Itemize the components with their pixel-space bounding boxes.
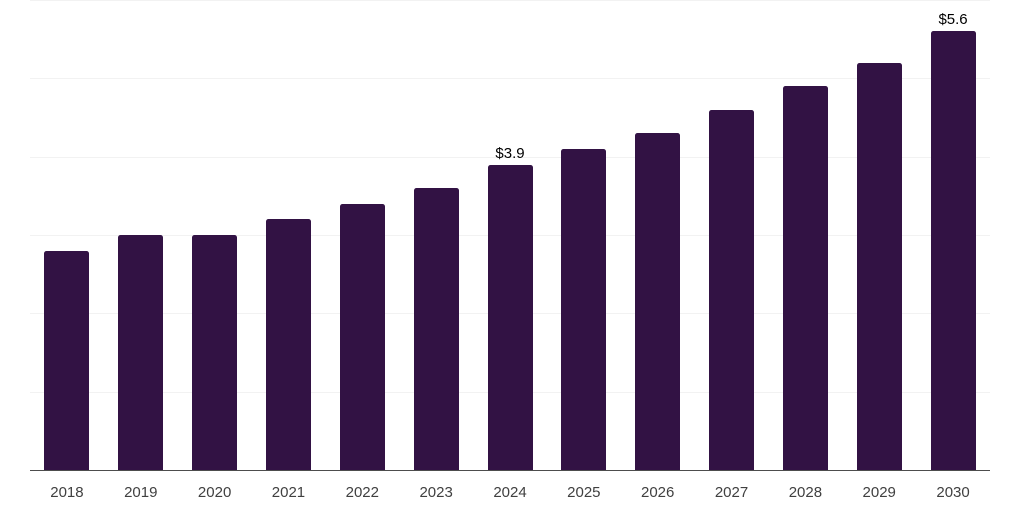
bar-2027 [709, 109, 755, 470]
x-tick-2030: 2030 [936, 484, 970, 501]
bar-2021 [265, 219, 311, 470]
bar-2029 [856, 62, 902, 470]
x-tick-2029: 2029 [862, 484, 896, 501]
x-tick-2018: 2018 [50, 484, 84, 501]
x-tick-2025: 2025 [567, 484, 601, 501]
bar-2025 [561, 148, 607, 470]
gridline-6 [30, 0, 990, 1]
bar-value-label-2030: $5.6 [938, 11, 968, 29]
x-tick-2023: 2023 [419, 484, 453, 501]
bar-2026 [635, 133, 681, 470]
x-tick-2028: 2028 [788, 484, 823, 501]
x-tick-2021: 2021 [271, 484, 306, 501]
bar-2030 [930, 31, 976, 470]
x-axis-tick-labels: 2018 2019 2020 2021 2022 2023 2024 2025 2026 2027… [30, 484, 990, 506]
bar-2018 [44, 250, 90, 470]
x-tick-2026: 2026 [641, 484, 675, 501]
bar-2028 [782, 86, 828, 470]
bar-2024 [487, 164, 533, 470]
gridline-4 [30, 156, 990, 158]
gridline-5 [30, 78, 990, 80]
bar-2023 [413, 188, 459, 470]
bar-2022 [339, 203, 385, 470]
x-tick-2019: 2019 [124, 484, 158, 501]
x-tick-2020: 2020 [197, 484, 232, 501]
bar-2019 [118, 235, 164, 470]
bar-2020 [192, 235, 238, 470]
x-tick-2024: 2024 [493, 484, 527, 501]
x-tick-2027: 2027 [714, 484, 749, 501]
bar-value-label-2024: $3.9 [495, 144, 525, 162]
x-tick-2022: 2022 [345, 484, 379, 501]
x-axis-line [30, 469, 990, 471]
plot-area: $3.9 $5.6 [30, 0, 990, 471]
